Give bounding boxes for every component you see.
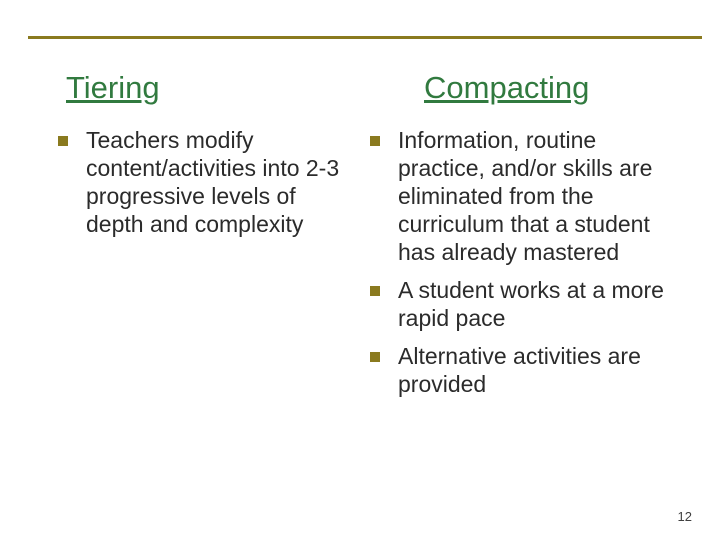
right-bullets: Information, routine practice, and/or sk… — [370, 126, 680, 398]
bullet-square-icon — [370, 136, 380, 146]
left-bullets: Teachers modify content/activities into … — [58, 126, 350, 238]
right-heading: Compacting — [370, 70, 680, 106]
left-column: Tiering Teachers modify content/activiti… — [0, 70, 360, 408]
bullet-square-icon — [370, 286, 380, 296]
page-number: 12 — [678, 509, 692, 524]
bullet-text: Information, routine practice, and/or sk… — [398, 127, 652, 265]
top-rule — [28, 36, 702, 39]
slide-content: Tiering Teachers modify content/activiti… — [0, 70, 720, 408]
list-item: A student works at a more rapid pace — [370, 276, 680, 332]
bullet-square-icon — [370, 352, 380, 362]
bullet-text: Alternative activities are provided — [398, 343, 641, 397]
bullet-square-icon — [58, 136, 68, 146]
list-item: Teachers modify content/activities into … — [58, 126, 350, 238]
bullet-text: A student works at a more rapid pace — [398, 277, 664, 331]
list-item: Information, routine practice, and/or sk… — [370, 126, 680, 266]
list-item: Alternative activities are provided — [370, 342, 680, 398]
bullet-text: Teachers modify content/activities into … — [86, 127, 339, 237]
right-column: Compacting Information, routine practice… — [360, 70, 720, 408]
left-heading: Tiering — [58, 70, 350, 106]
